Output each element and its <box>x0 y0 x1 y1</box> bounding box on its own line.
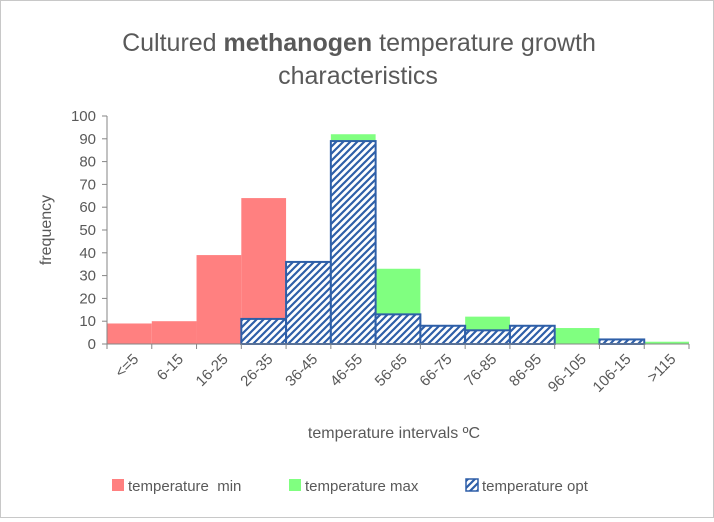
legend-label: temperature opt <box>482 478 589 495</box>
bar-temperature-min-<=5 <box>107 323 152 344</box>
y-tick-label: 100 <box>71 108 96 125</box>
bar-temperature-opt-76-85 <box>464 329 511 346</box>
y-tick-label: 40 <box>79 245 96 262</box>
x-tick-label: <=5 <box>112 351 142 381</box>
x-axis-label: temperature intervals ºC <box>308 425 480 442</box>
bar-temperature-opt-86-95 <box>508 324 556 346</box>
bar-temperature-opt-106-15 <box>598 338 646 346</box>
y-tick-label: 80 <box>79 154 96 171</box>
legend-swatch-temperature-opt <box>465 478 479 492</box>
bar-temperature-max-96-105 <box>554 328 600 344</box>
chart-title-line2: characteristics <box>278 62 438 90</box>
y-tick-label: 10 <box>79 313 96 330</box>
legend-swatch-temperature-max <box>289 479 301 491</box>
bar-temperature-opt-26-35 <box>240 317 288 346</box>
y-tick-label: 50 <box>79 222 96 239</box>
bar-temperature-max->115 <box>644 341 689 344</box>
bar-temperature-min-6-15 <box>151 321 197 344</box>
legend-label: temperature min <box>128 478 241 495</box>
bar-temperature-opt-66-75 <box>419 324 467 346</box>
y-tick-label: 60 <box>79 199 96 216</box>
chart-title-line1: Cultured methanogen temperature growth <box>122 29 596 57</box>
legend: temperature min temperature max temperatur… <box>112 478 589 495</box>
y-tick-label: 0 <box>88 336 96 353</box>
bars <box>107 134 689 346</box>
y-tick-label: 20 <box>79 290 96 307</box>
x-tick-label: >115 <box>644 351 679 386</box>
bar-temperature-min-16-25 <box>196 255 242 344</box>
x-tick-label: 56-65 <box>372 351 411 390</box>
x-tick-label: 66-75 <box>416 351 455 390</box>
y-tick-label: 30 <box>79 268 96 285</box>
x-tick-label: 86-95 <box>506 351 545 390</box>
chart-title-prefix: Cultured <box>122 29 223 57</box>
bar-temperature-opt-36-45 <box>285 260 332 346</box>
x-tick-label: 96-105 <box>545 351 590 396</box>
x-tick-label: 26-35 <box>237 351 276 390</box>
legend-swatch-temperature-min <box>112 479 124 491</box>
axes <box>106 116 689 345</box>
chart-title-suffix: temperature growth <box>372 29 596 57</box>
chart-title-bold: methanogen <box>224 29 373 57</box>
y-tick-label: 70 <box>79 176 96 193</box>
x-tick-label: 6-15 <box>154 351 187 384</box>
y-axis-label: frequency <box>38 195 55 265</box>
x-tick-label: 36-45 <box>282 351 321 390</box>
y-axis-ticks: 0 10 20 30 40 50 60 70 80 90 100 <box>71 108 107 353</box>
legend-label: temperature max <box>305 478 419 495</box>
x-tick-label: 76-85 <box>461 351 500 390</box>
x-tick-label: 106-15 <box>590 351 635 396</box>
bar-temperature-opt-56-65 <box>374 313 422 345</box>
x-axis-ticks: <=5 6-15 16-25 26-35 36-45 46-55 56-65 66-75 76-… <box>106 344 690 396</box>
y-tick-label: 90 <box>79 131 96 148</box>
bar-temperature-opt-46-55 <box>329 140 377 345</box>
x-tick-label: 16-25 <box>193 351 232 390</box>
x-tick-label: 46-55 <box>327 351 366 390</box>
